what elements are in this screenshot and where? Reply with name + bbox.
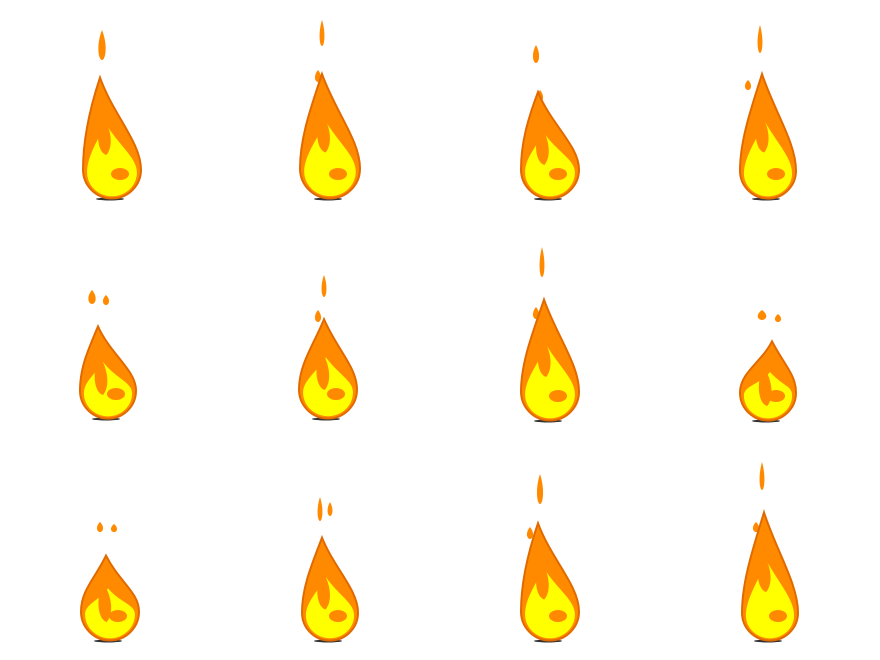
flame-sprite-icon: [300, 497, 360, 643]
flame-sprite-icon: [738, 310, 798, 423]
flame-sprite-icon: [78, 290, 138, 421]
flame-frame-11: [440, 440, 660, 660]
flame-wisp: [102, 295, 110, 305]
flame-wisp: [752, 522, 760, 532]
flame-tongue: [317, 569, 330, 610]
flame-frame-9: [0, 440, 220, 660]
flame-sprite-icon: [738, 25, 798, 201]
flame-sprite-icon: [519, 247, 581, 423]
flame-wisp: [321, 275, 327, 297]
flame-tongue: [755, 112, 769, 153]
flame-wisp: [110, 524, 118, 532]
flame-wisp: [757, 310, 767, 320]
flame-wisp: [314, 310, 322, 322]
flame-wisp: [532, 45, 540, 63]
flame-frame-1: [0, 0, 220, 220]
flame-frame-10: [220, 440, 440, 660]
flame-blob: [769, 610, 787, 622]
flame-blob: [767, 390, 785, 402]
flame-blob: [549, 390, 567, 402]
flame-frame-12: [660, 440, 880, 660]
flame-blob: [107, 388, 125, 400]
flame-wisp: [98, 30, 106, 60]
flame-core: [303, 357, 353, 417]
flame-blob: [329, 168, 347, 180]
flame-wisp: [327, 502, 333, 516]
flame-sprite-icon: [81, 30, 143, 201]
flame-wisp: [317, 497, 323, 521]
flame-tongue: [757, 552, 771, 592]
flame-frame-5: [0, 220, 220, 440]
flame-wisp: [744, 80, 752, 90]
flame-frame-4: [660, 0, 880, 220]
flame-wisp: [96, 522, 104, 532]
flame-sprite-icon: [297, 275, 359, 421]
flame-blob: [111, 168, 129, 180]
flame-tongue: [536, 559, 549, 600]
flame-sprite-icon: [79, 522, 141, 643]
flame-blob: [329, 610, 347, 622]
flame-sprite-icon: [519, 45, 581, 201]
flame-sprite-icon: [298, 20, 362, 201]
flame-wisp: [536, 474, 544, 504]
flame-tongue: [98, 115, 111, 155]
flame-wisp: [539, 247, 545, 277]
flame-frame-6: [220, 220, 440, 440]
flame-tongue: [317, 112, 330, 153]
flame-tongue: [536, 125, 549, 165]
flame-tongue: [94, 355, 108, 395]
flame-frame-3: [440, 0, 660, 220]
flame-sprite-icon: [519, 474, 581, 643]
flame-wisp: [319, 20, 325, 46]
flame-wisp: [526, 527, 534, 539]
flame-frame-8: [660, 220, 880, 440]
flame-blob: [109, 610, 127, 622]
flame-blob: [549, 610, 567, 622]
flame-wisp: [774, 314, 782, 322]
flame-wisp: [88, 290, 96, 304]
flame-frame-7: [440, 220, 660, 440]
flame-sprite-icon: [740, 462, 800, 643]
flame-wisp: [757, 25, 763, 53]
flame-tongue: [537, 337, 551, 377]
flame-frame-2: [220, 0, 440, 220]
flame-tongue: [98, 582, 112, 622]
flame-blob: [767, 168, 785, 180]
flame-blob: [549, 168, 567, 180]
flame-wisp: [759, 462, 765, 490]
flame-tongue: [316, 350, 330, 390]
flame-blob: [327, 388, 345, 400]
